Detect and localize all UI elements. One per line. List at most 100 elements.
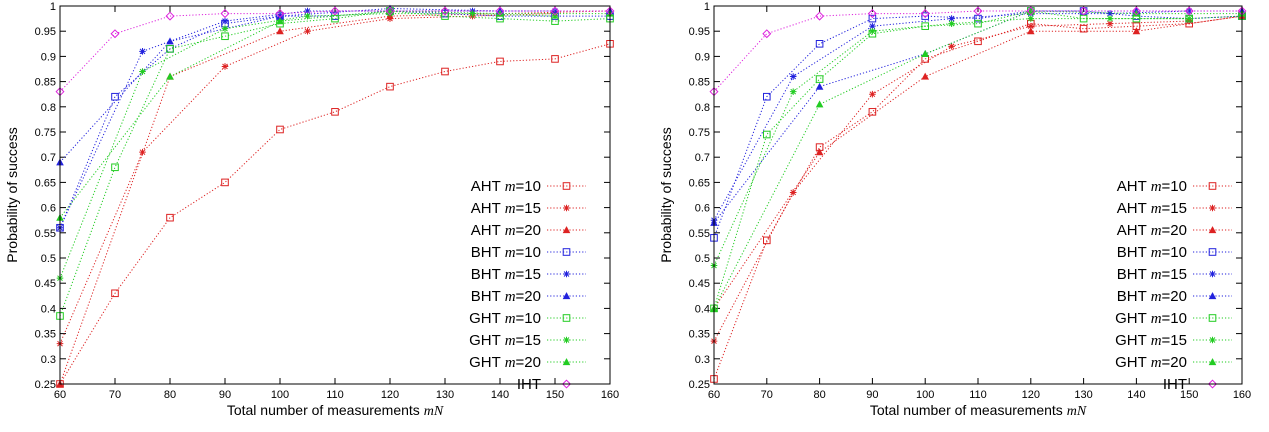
series-iht [55, 6, 615, 97]
data-point [789, 189, 797, 196]
data-point [1185, 15, 1193, 22]
data-point [276, 17, 284, 25]
legend-label: BHT m=15 [1117, 266, 1187, 283]
data-point [973, 6, 983, 16]
data-point [1106, 10, 1114, 17]
legend-marker [562, 358, 571, 366]
x-tick-label: 150 [1180, 389, 1198, 401]
legend-label-variable: m [505, 223, 516, 239]
data-point [275, 9, 285, 19]
y-tick-label: 0.4 [695, 303, 710, 315]
y-tick-label: 0.35 [35, 329, 56, 341]
legend-label: BHT m=15 [471, 266, 541, 283]
legend-label-variable: m [505, 311, 516, 327]
legend-marker [1209, 204, 1216, 212]
legend-label-variable: m [505, 179, 516, 195]
data-point [921, 72, 930, 80]
data-point [868, 14, 877, 23]
legend-label-method: BHT [1117, 266, 1151, 283]
x-tick-label: 150 [546, 389, 564, 401]
y-tick-label: 0.6 [695, 203, 710, 215]
y-tick-label: 0.85 [689, 77, 710, 89]
data-point [869, 22, 876, 30]
x-tick-label: 80 [813, 389, 825, 401]
y-tick-label: 0.8 [41, 102, 56, 114]
data-point [948, 43, 955, 50]
data-point [440, 6, 450, 16]
legend-marker [561, 379, 572, 389]
legend-label-variable: m [505, 201, 516, 217]
legend-marker [562, 314, 571, 322]
data-point [221, 178, 229, 187]
data-point [221, 17, 229, 25]
legend-label-method: BHT [471, 244, 505, 261]
y-tick-label: 0.75 [35, 127, 56, 139]
x-tick-label: 110 [326, 389, 344, 401]
data-point [110, 29, 120, 39]
legend-marker [563, 204, 570, 212]
legend-label: AHT m=20 [471, 222, 541, 239]
data-point [1131, 6, 1141, 16]
y-tick-label: 0.5 [41, 253, 56, 265]
legend-marker [1209, 270, 1216, 278]
legend-label-value: =15 [1162, 266, 1187, 283]
legend-marker [1208, 292, 1217, 300]
x-tick-label: 100 [916, 389, 934, 401]
data-point [496, 57, 504, 66]
legend-label: AHT m=10 [1117, 178, 1187, 195]
legend-label: AHT m=20 [1117, 222, 1187, 239]
data-point [974, 19, 982, 28]
data-point [276, 125, 284, 134]
legend-label-variable: m [1151, 311, 1162, 327]
legend-label-variable: m [1151, 223, 1162, 239]
x-tick-label: 140 [1127, 389, 1145, 401]
legend-label-variable: m [1151, 201, 1162, 217]
series-line [59, 10, 610, 219]
series-line [59, 10, 611, 385]
legend-label-value: =20 [516, 354, 541, 371]
legend-marker [562, 182, 571, 190]
y-tick-label: 1 [50, 1, 56, 13]
legend-label-value: =20 [1162, 222, 1187, 239]
legend-label-variable: m [505, 355, 516, 371]
data-point [1106, 15, 1114, 22]
y-tick-label: 0.3 [41, 354, 56, 366]
data-point [304, 27, 311, 35]
legend-label: BHT m=10 [471, 244, 541, 261]
y-tick-label: 0.5 [695, 253, 710, 265]
legend-label-method: AHT [1117, 222, 1151, 239]
y-tick-label: 0.7 [695, 152, 710, 164]
data-point [166, 37, 174, 45]
data-point [763, 236, 771, 245]
series-line [59, 10, 610, 93]
data-point [111, 289, 119, 298]
data-point [495, 6, 505, 16]
data-point [385, 6, 395, 16]
legend-label-value: =10 [516, 244, 541, 261]
data-point [868, 108, 877, 116]
legend-label-method: GHT [469, 310, 505, 327]
series-line [713, 10, 1242, 309]
y-tick-label: 0.65 [35, 177, 56, 189]
data-point [789, 88, 797, 95]
data-point [111, 163, 119, 172]
legend-label: BHT m=20 [1117, 288, 1187, 305]
y-tick-label: 0.7 [41, 152, 56, 164]
legend-label-value: =10 [1162, 178, 1187, 195]
legend-label: BHT m=10 [1117, 244, 1187, 261]
data-point [221, 63, 229, 70]
series-line [713, 10, 1242, 93]
legend-label-method: BHT [471, 288, 505, 305]
series-line [59, 10, 555, 229]
data-point [869, 90, 876, 98]
series-bht-m-10 [56, 7, 614, 232]
data-point [921, 22, 930, 30]
legend-label: GHT m=20 [1115, 354, 1187, 371]
data-point [815, 148, 824, 156]
legend-label-value: =20 [1162, 354, 1187, 371]
legend-label-method: BHT [471, 266, 505, 283]
data-point [763, 92, 771, 101]
x-tick-label: 80 [164, 389, 176, 401]
legend-label-method: BHT [1117, 288, 1151, 305]
x-tick-label: 130 [436, 389, 454, 401]
